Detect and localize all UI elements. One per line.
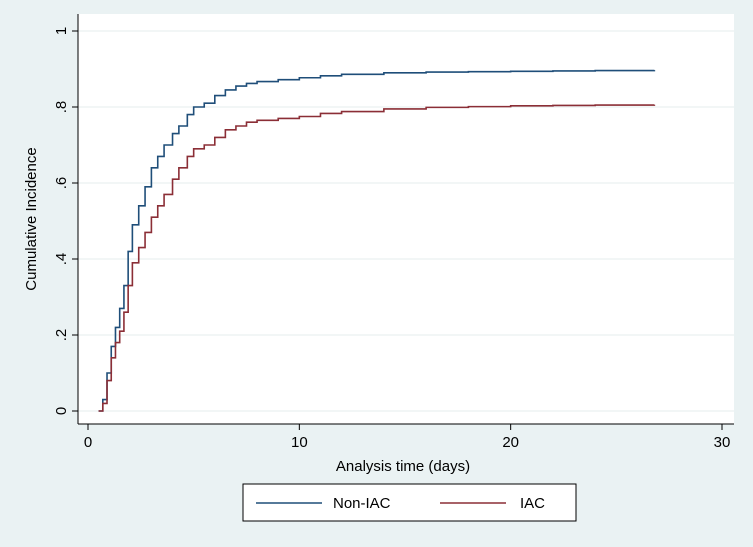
x-tick-label-0: 0: [84, 434, 92, 451]
grid: [78, 30, 734, 412]
y-axis-title: Cumulative Incidence: [23, 147, 40, 290]
y-tick-label-1: .2: [53, 329, 70, 342]
x-tick-label-1: 10: [291, 434, 308, 451]
x-axis-title: Analysis time (days): [336, 458, 470, 475]
axes: [77, 14, 734, 425]
series-line-non-iac: [98, 69, 656, 412]
y-tick-label-2: .4: [53, 253, 70, 266]
series-group: [98, 69, 656, 412]
plot-area: [78, 14, 734, 424]
series-line-iac: [98, 104, 656, 412]
x-tick-label-3: 30: [714, 434, 731, 451]
legend: Non-IAC IAC: [242, 483, 577, 522]
y-tick-label-5: 1: [53, 27, 70, 35]
x-tick-label-2: 20: [502, 434, 519, 451]
legend-label-non-iac: Non-IAC: [333, 495, 391, 512]
y-tick-label-3: .6: [53, 177, 70, 190]
y-tick-label-4: .8: [53, 101, 70, 114]
legend-label-iac: IAC: [520, 495, 545, 512]
ticks-group: 0.2.4.6.810 10 20 30: [53, 27, 730, 451]
y-tick-label-0: 0: [53, 407, 70, 415]
